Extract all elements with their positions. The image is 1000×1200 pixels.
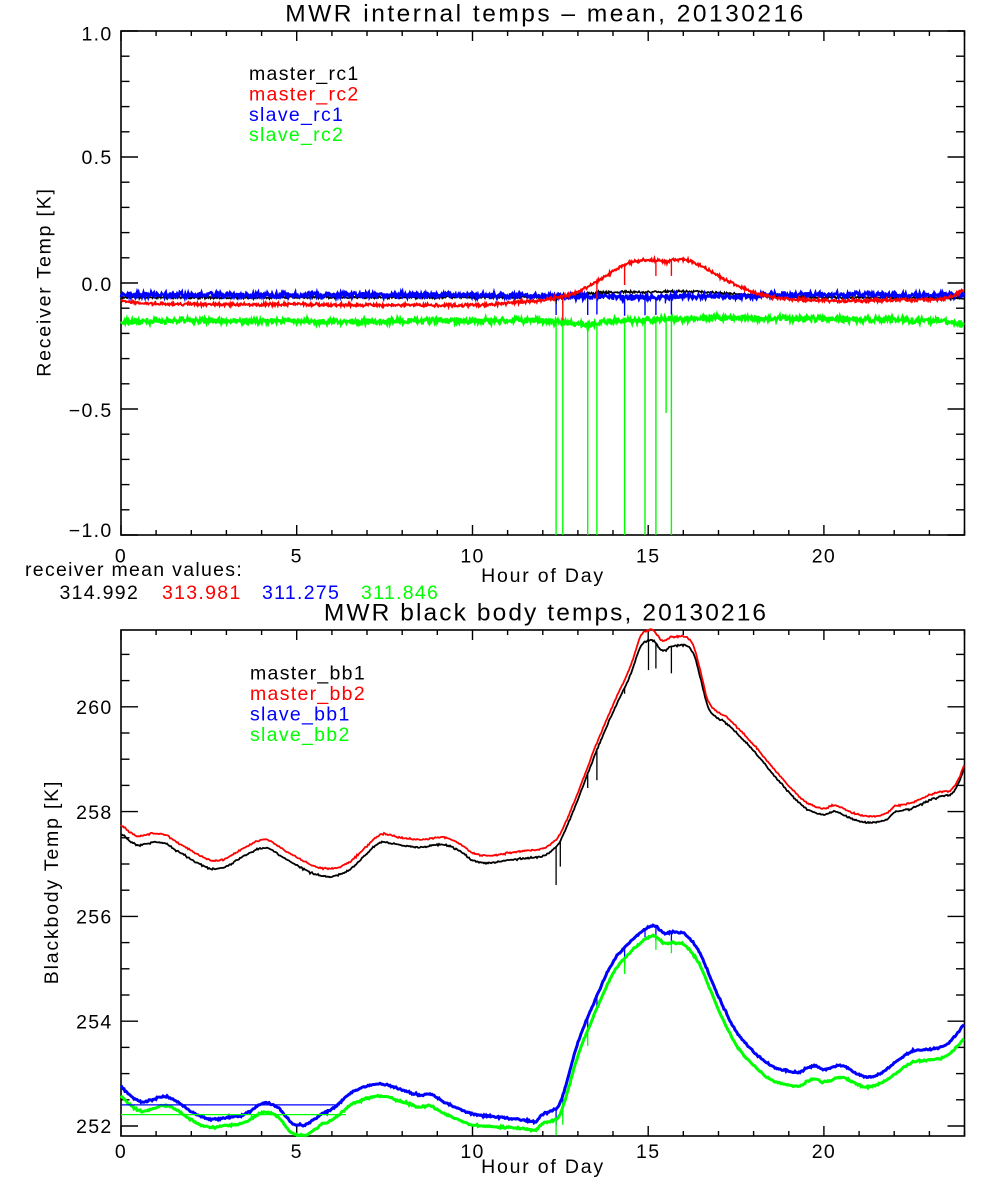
svg-text:slave_bb1: slave_bb1 <box>250 704 351 726</box>
svg-text:Blackbody Temp [K]: Blackbody Temp [K] <box>41 780 63 984</box>
svg-text:10: 10 <box>460 545 484 567</box>
svg-text:260: 260 <box>76 697 112 719</box>
svg-text:−1.0: −1.0 <box>69 520 113 542</box>
svg-text:slave_rc1: slave_rc1 <box>249 104 344 126</box>
svg-text:15: 15 <box>636 545 660 567</box>
svg-text:Hour of Day: Hour of Day <box>481 1156 605 1178</box>
svg-text:20: 20 <box>812 1141 836 1163</box>
svg-text:slave_rc2: slave_rc2 <box>249 124 344 146</box>
svg-text:0.5: 0.5 <box>81 147 112 169</box>
svg-text:Receiver Temp [K]: Receiver Temp [K] <box>34 187 56 377</box>
svg-text:5: 5 <box>291 545 303 567</box>
svg-text:314.992: 314.992 <box>60 582 140 604</box>
svg-text:master_rc1: master_rc1 <box>249 63 360 85</box>
svg-text:master_bb1: master_bb1 <box>250 663 366 685</box>
svg-text:slave_bb2: slave_bb2 <box>250 724 351 746</box>
svg-text:20: 20 <box>812 545 836 567</box>
svg-text:252: 252 <box>76 1116 112 1138</box>
svg-text:Hour of Day: Hour of Day <box>481 565 605 587</box>
svg-text:258: 258 <box>76 802 112 824</box>
svg-text:0: 0 <box>115 1141 127 1163</box>
svg-text:254: 254 <box>76 1011 112 1033</box>
svg-text:MWR internal temps – mean, 201: MWR internal temps – mean, 20130216 <box>285 1 806 28</box>
svg-text:1.0: 1.0 <box>81 24 112 46</box>
svg-text:311.846: 311.846 <box>361 582 439 604</box>
svg-text:master_rc2: master_rc2 <box>249 83 360 105</box>
svg-text:master_bb2: master_bb2 <box>250 683 366 705</box>
svg-text:−0.5: −0.5 <box>69 400 113 422</box>
svg-text:15: 15 <box>636 1141 660 1163</box>
svg-text:MWR black body temps, 20130216: MWR black body temps, 20130216 <box>324 600 768 627</box>
svg-text:10: 10 <box>460 1141 484 1163</box>
svg-text:5: 5 <box>291 1141 303 1163</box>
svg-text:receiver mean values:: receiver mean values: <box>25 559 243 581</box>
svg-text:0: 0 <box>115 545 127 567</box>
svg-text:311.275: 311.275 <box>262 582 340 604</box>
svg-text:0.0: 0.0 <box>81 274 112 296</box>
svg-text:313.981: 313.981 <box>162 582 242 604</box>
svg-text:256: 256 <box>76 907 112 929</box>
